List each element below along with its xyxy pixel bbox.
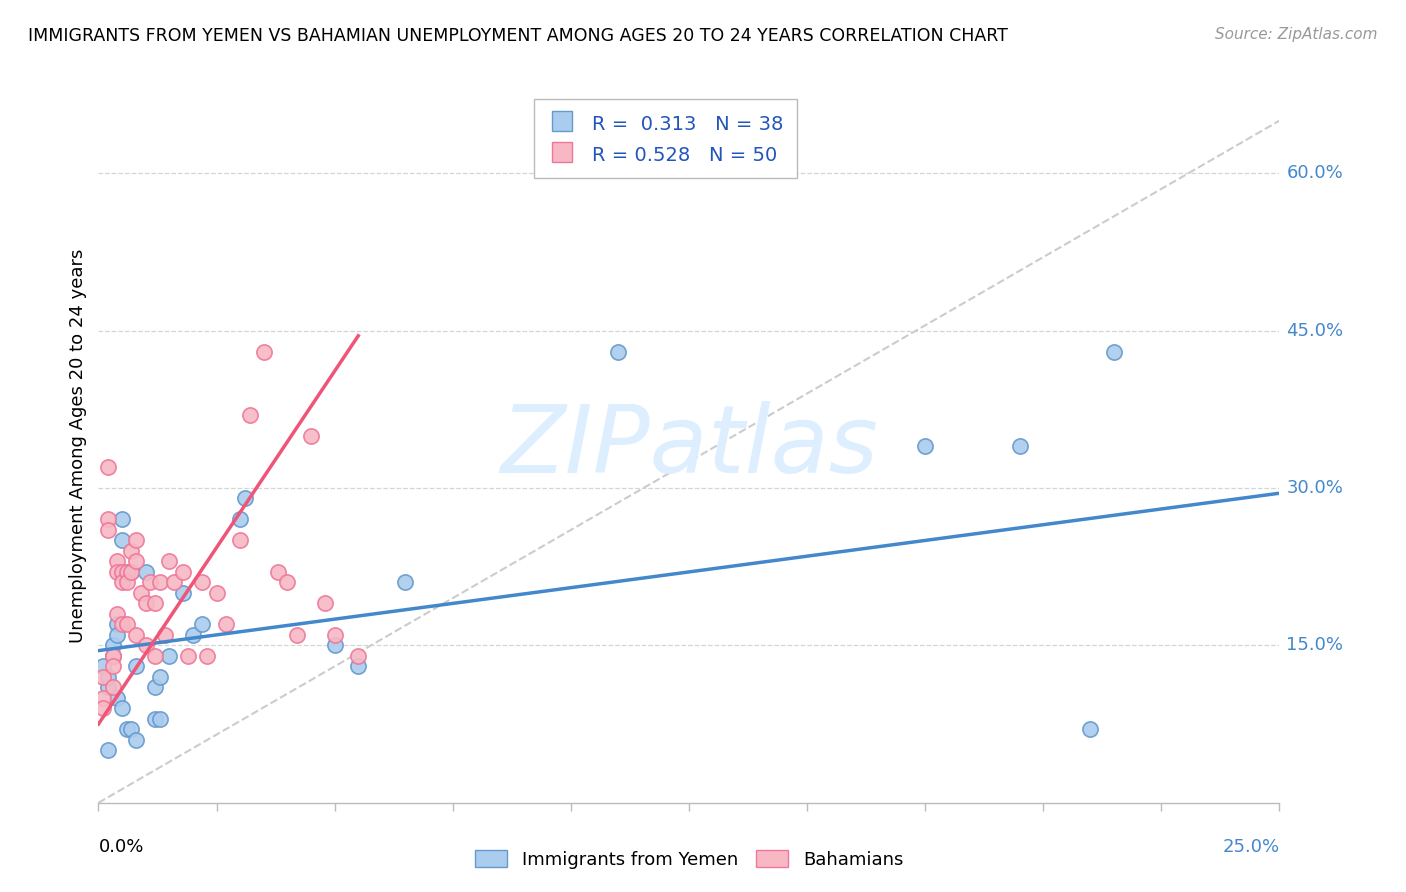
Point xyxy=(143,681,166,695)
Point xyxy=(97,681,120,695)
Point xyxy=(129,586,152,600)
Point xyxy=(323,639,346,653)
Point xyxy=(115,565,138,579)
Text: 25.0%: 25.0% xyxy=(1222,838,1279,856)
Point xyxy=(97,460,120,475)
Point xyxy=(191,617,214,632)
Point xyxy=(253,344,276,359)
Text: ZIPatlas: ZIPatlas xyxy=(501,401,877,491)
Point xyxy=(111,617,134,632)
Point xyxy=(111,565,134,579)
Point xyxy=(105,565,128,579)
Point xyxy=(195,648,218,663)
Point xyxy=(139,575,162,590)
Point xyxy=(111,701,134,715)
Point xyxy=(91,701,114,715)
Point xyxy=(111,575,134,590)
Point xyxy=(394,575,416,590)
Point xyxy=(105,628,128,642)
Point xyxy=(276,575,298,590)
Point xyxy=(121,723,143,737)
Point xyxy=(285,628,308,642)
Point xyxy=(101,639,124,653)
Point xyxy=(177,648,200,663)
Point xyxy=(101,648,124,663)
Text: 0.0%: 0.0% xyxy=(98,838,143,856)
Text: IMMIGRANTS FROM YEMEN VS BAHAMIAN UNEMPLOYMENT AMONG AGES 20 TO 24 YEARS CORRELA: IMMIGRANTS FROM YEMEN VS BAHAMIAN UNEMPL… xyxy=(28,27,1008,45)
Point xyxy=(91,659,114,673)
Point xyxy=(125,554,148,568)
Point xyxy=(97,743,120,757)
Point xyxy=(115,575,138,590)
Text: 45.0%: 45.0% xyxy=(1286,321,1344,340)
Point xyxy=(101,659,124,673)
Point xyxy=(181,628,204,642)
Point xyxy=(121,565,143,579)
Point xyxy=(101,648,124,663)
Point xyxy=(191,575,214,590)
Text: 60.0%: 60.0% xyxy=(1286,164,1343,182)
Point xyxy=(1008,439,1031,453)
Point xyxy=(233,491,256,506)
Point xyxy=(1102,344,1125,359)
Point xyxy=(125,533,148,548)
Point xyxy=(143,712,166,726)
Point xyxy=(607,344,630,359)
Point xyxy=(105,607,128,621)
Point xyxy=(121,544,143,558)
Point xyxy=(153,628,176,642)
Point xyxy=(229,533,252,548)
Point xyxy=(149,575,172,590)
Point xyxy=(91,690,114,705)
Point xyxy=(111,512,134,526)
Point xyxy=(105,690,128,705)
Point xyxy=(121,565,143,579)
Point xyxy=(149,712,172,726)
Point xyxy=(91,670,114,684)
Point xyxy=(105,554,128,568)
Point xyxy=(205,586,228,600)
Point xyxy=(97,523,120,537)
Point xyxy=(172,586,194,600)
Point xyxy=(125,732,148,747)
Point xyxy=(143,648,166,663)
Point xyxy=(115,565,138,579)
Point xyxy=(115,617,138,632)
Point xyxy=(215,617,238,632)
Point xyxy=(105,617,128,632)
Point xyxy=(111,533,134,548)
Point xyxy=(135,565,157,579)
Point xyxy=(239,408,262,422)
Point xyxy=(347,659,370,673)
Point xyxy=(267,565,290,579)
Point xyxy=(125,659,148,673)
Point xyxy=(135,596,157,610)
Y-axis label: Unemployment Among Ages 20 to 24 years: Unemployment Among Ages 20 to 24 years xyxy=(69,249,87,643)
Point xyxy=(157,648,180,663)
Point xyxy=(101,648,124,663)
Point xyxy=(914,439,936,453)
Point xyxy=(299,428,322,442)
Point xyxy=(323,628,346,642)
Text: 15.0%: 15.0% xyxy=(1286,636,1344,655)
Point xyxy=(125,628,148,642)
Point xyxy=(172,565,194,579)
Text: Source: ZipAtlas.com: Source: ZipAtlas.com xyxy=(1215,27,1378,42)
Point xyxy=(157,554,180,568)
Point xyxy=(97,512,120,526)
Point xyxy=(149,670,172,684)
Point xyxy=(135,639,157,653)
Point xyxy=(143,596,166,610)
Point xyxy=(1080,723,1102,737)
Point xyxy=(163,575,186,590)
Point xyxy=(101,681,124,695)
Point xyxy=(111,565,134,579)
Point xyxy=(347,648,370,663)
Point xyxy=(314,596,336,610)
Text: 30.0%: 30.0% xyxy=(1286,479,1343,497)
Point xyxy=(229,512,252,526)
Point xyxy=(115,723,138,737)
Point xyxy=(97,670,120,684)
Legend: R =  0.313   N = 38, R = 0.528   N = 50: R = 0.313 N = 38, R = 0.528 N = 50 xyxy=(534,99,797,178)
